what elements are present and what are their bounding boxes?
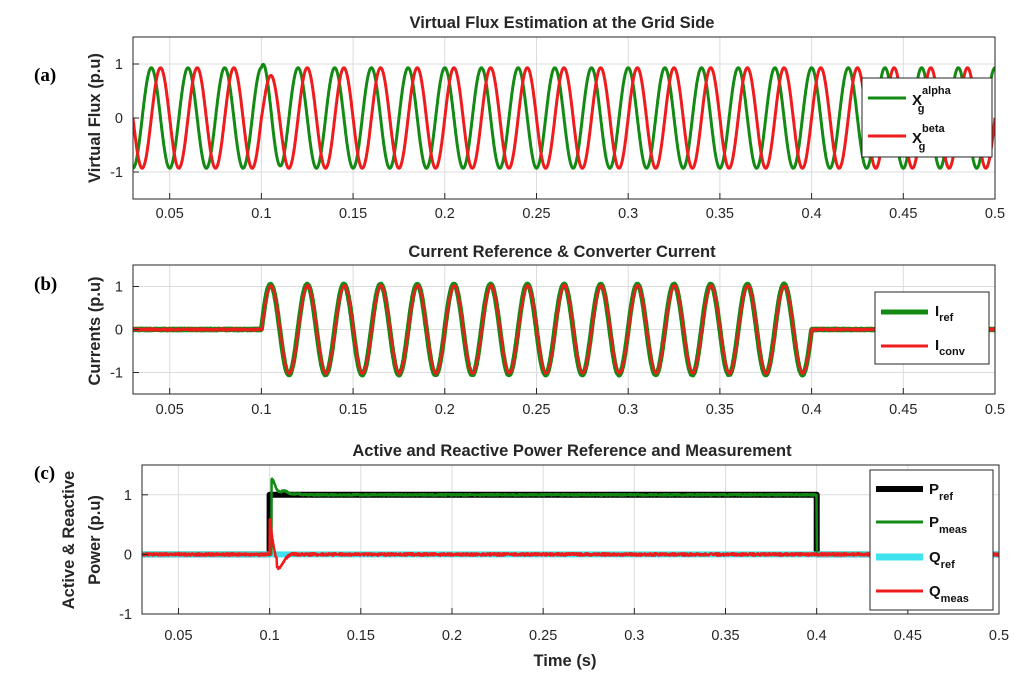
x-tick-label: 0.2: [442, 628, 462, 644]
series-i-conv-line: [133, 283, 995, 376]
legend-label-q-ref: Qref: [929, 549, 955, 571]
x-tick-label: 0.45: [894, 628, 922, 644]
x-tick-label: 0.4: [802, 402, 822, 418]
panel-b-currents: (b) Current Reference & Converter Curren…: [34, 243, 1005, 418]
series-x-alpha-line: [133, 62, 995, 170]
x-tick-label: 0.1: [260, 628, 280, 644]
legend-label-p-ref: Pref: [929, 481, 953, 503]
y-tick-label: 0: [124, 547, 132, 563]
x-tick-label: 0.15: [339, 402, 367, 418]
panel-c-axes-box: [141, 464, 1000, 615]
legend-label-i-conv: Iconv: [935, 337, 966, 358]
y-tick-label: -1: [119, 607, 132, 623]
panel-c-ylabel-line-2: Power (p.u): [86, 495, 104, 585]
x-tick-label: 0.25: [529, 628, 557, 644]
panel-c-xlabel: Time (s): [534, 652, 597, 670]
legend-label-x-beta: Xbeta g: [912, 123, 946, 153]
x-tick-label: 0.25: [522, 206, 550, 222]
y-tick-label: 1: [115, 280, 123, 296]
panel-b-plot-area: [133, 281, 995, 378]
x-tick-label: 0.35: [706, 206, 734, 222]
x-tick-label: 0.1: [251, 206, 271, 222]
panel-a-ylabel: Virtual Flux (p.u): [86, 53, 104, 183]
x-tick-label: 0.3: [618, 206, 638, 222]
x-tick-label: 0.4: [807, 628, 827, 644]
series-x-beta-line: [133, 66, 995, 170]
panel-a-legend: Xalpha g Xbeta g: [861, 77, 993, 158]
panel-b-xticks: 0.05 0.1 0.15 0.2 0.25 0.3 0.35 0.4 0.45 0.5: [156, 388, 1005, 418]
panel-c-yticks: -1 0 1: [119, 488, 148, 623]
legend-label-q-meas: Qmeas: [929, 583, 969, 605]
x-tick-label: 0.35: [706, 402, 734, 418]
y-tick-label: 1: [124, 488, 132, 504]
panel-b-yticks: -1 0 1: [110, 280, 139, 382]
x-tick-label: 0.2: [435, 402, 455, 418]
legend-label-p-meas: Pmeas: [929, 514, 967, 536]
panel-c-legend: Pref Pmeas Qref Qmeas: [869, 469, 994, 611]
x-tick-label: 0.05: [164, 628, 192, 644]
y-tick-label: -1: [110, 366, 123, 382]
panel-label-c: (c): [34, 463, 55, 484]
x-tick-label: 0.1: [251, 402, 271, 418]
y-tick-label: 1: [115, 57, 123, 73]
legend-label-i-ref: Iref: [935, 303, 954, 324]
x-tick-label: 0.15: [339, 206, 367, 222]
x-tick-label: 0.3: [624, 628, 644, 644]
x-tick-label: 0.15: [347, 628, 375, 644]
x-tick-label: 0.25: [522, 402, 550, 418]
panel-a-plot-area: [133, 62, 995, 170]
x-tick-label: 0.5: [985, 402, 1005, 418]
panel-a-xticks: 0.05 0.1 0.15 0.2 0.25 0.3 0.35 0.4 0.45 0.5: [156, 193, 1005, 222]
panel-c-ylabel-line-1: Active & Reactive: [60, 471, 78, 610]
panel-c-title: Active and Reactive Power Reference and …: [352, 442, 792, 460]
panel-c-plot-area: [142, 477, 999, 571]
panel-b-ylabel: Currents (p.u): [86, 276, 104, 385]
panel-a-virtual-flux: (a) Virtual Flux Estimation at the Grid …: [34, 14, 1005, 222]
x-tick-label: 0.35: [711, 628, 739, 644]
x-tick-label: 0.45: [889, 206, 917, 222]
x-tick-label: 0.4: [802, 206, 822, 222]
y-tick-label: 0: [115, 323, 123, 339]
panel-a-legend-box: [861, 77, 993, 158]
panel-label-b: (b): [34, 274, 57, 295]
panel-c-legend-box: [869, 469, 994, 611]
y-tick-label: 0: [115, 111, 123, 127]
panel-c-xticks: 0.05 0.1 0.15 0.2 0.25 0.3 0.35 0.4 0.45 0.5: [164, 608, 1009, 644]
panel-a-title: Virtual Flux Estimation at the Grid Side: [409, 14, 714, 32]
panel-b-legend-box: [874, 291, 990, 365]
legend-label-x-alpha: Xalpha g: [912, 85, 952, 115]
x-tick-label: 0.3: [618, 402, 638, 418]
x-tick-label: 0.05: [156, 206, 184, 222]
x-tick-label: 0.2: [435, 206, 455, 222]
panel-label-a: (a): [34, 65, 56, 86]
series-q-meas-line: [142, 517, 999, 571]
panel-a-yticks: -1 0 1: [110, 57, 139, 181]
y-tick-label: -1: [110, 165, 123, 181]
x-tick-label: 0.05: [156, 402, 184, 418]
panel-b-title: Current Reference & Converter Current: [408, 243, 716, 261]
x-tick-label: 0.45: [889, 402, 917, 418]
x-tick-label: 0.5: [989, 628, 1009, 644]
panel-b-legend: Iref Iconv: [874, 291, 990, 365]
x-tick-label: 0.5: [985, 206, 1005, 222]
panel-c-power: (c) Active and Reactive Power Reference …: [34, 442, 1009, 670]
